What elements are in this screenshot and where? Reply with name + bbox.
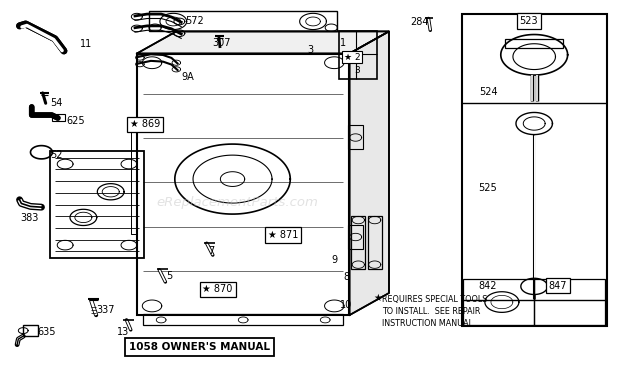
- Text: 3: 3: [307, 45, 313, 55]
- Text: 383: 383: [20, 213, 38, 223]
- Text: 1: 1: [340, 38, 347, 48]
- Text: REQUIRES SPECIAL TOOLS
TO INSTALL.  SEE REPAIR
INSTRUCTION MANUAL.: REQUIRES SPECIAL TOOLS TO INSTALL. SEE R…: [382, 295, 487, 328]
- Bar: [534, 279, 605, 325]
- Text: 9: 9: [331, 255, 337, 265]
- Bar: [352, 215, 365, 269]
- Text: 54: 54: [50, 98, 62, 108]
- Bar: [348, 225, 363, 249]
- Text: 524: 524: [479, 87, 497, 97]
- Text: 52: 52: [50, 150, 63, 160]
- Text: ★ 871: ★ 871: [268, 230, 298, 240]
- Text: 523: 523: [520, 16, 538, 26]
- Bar: [462, 14, 606, 326]
- Polygon shape: [350, 31, 389, 315]
- Text: 9A: 9A: [181, 73, 193, 82]
- Text: ★ 2: ★ 2: [343, 53, 360, 62]
- Text: 11: 11: [80, 39, 92, 49]
- Text: 284: 284: [410, 17, 428, 27]
- Text: 847: 847: [549, 280, 567, 291]
- Text: 525: 525: [479, 183, 497, 193]
- Text: ★ 869: ★ 869: [130, 119, 160, 129]
- Bar: [463, 279, 534, 325]
- Text: 5: 5: [166, 271, 172, 281]
- Bar: [368, 215, 382, 269]
- Text: 3: 3: [355, 66, 360, 75]
- Bar: [50, 151, 144, 258]
- Bar: [143, 314, 343, 326]
- Text: 625: 625: [67, 115, 86, 126]
- Bar: [137, 53, 350, 315]
- Text: 1058 OWNER'S MANUAL: 1058 OWNER'S MANUAL: [129, 342, 270, 352]
- Text: ★: ★: [374, 293, 383, 303]
- Polygon shape: [137, 31, 389, 53]
- Text: 572: 572: [185, 16, 204, 26]
- Text: 8: 8: [343, 272, 350, 282]
- Text: 10: 10: [340, 300, 353, 310]
- Text: eReplacementParts.com: eReplacementParts.com: [156, 196, 318, 209]
- Bar: [505, 39, 564, 48]
- Bar: [149, 11, 337, 31]
- Text: 635: 635: [38, 327, 56, 337]
- Text: 842: 842: [479, 280, 497, 291]
- Text: 13: 13: [117, 327, 130, 337]
- Text: ★ 870: ★ 870: [203, 284, 233, 294]
- Text: 337: 337: [96, 305, 115, 315]
- Bar: [51, 114, 65, 121]
- Text: 307: 307: [213, 38, 231, 48]
- Bar: [348, 125, 363, 149]
- Bar: [339, 31, 378, 79]
- Bar: [23, 325, 38, 336]
- Text: 7: 7: [208, 246, 215, 256]
